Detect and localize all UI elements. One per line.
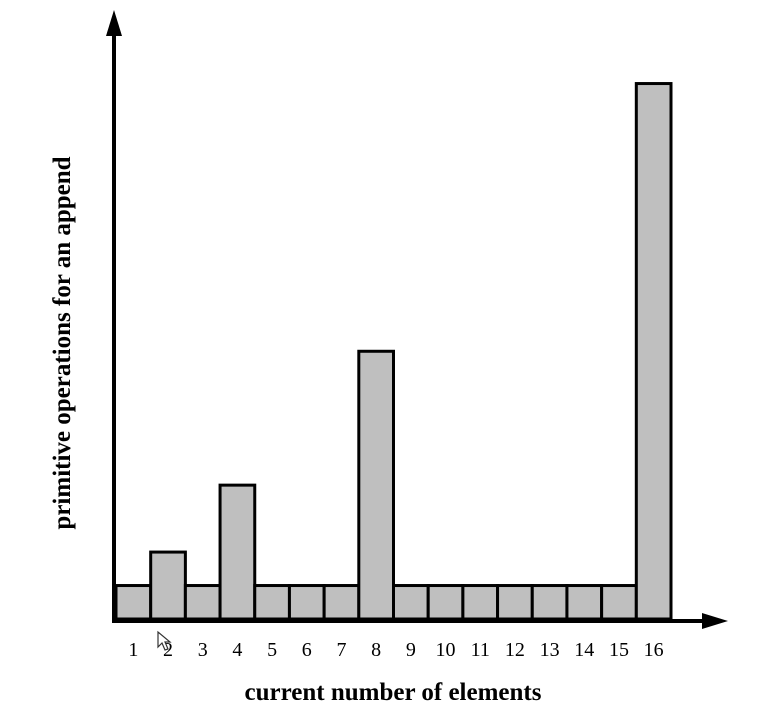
bars-group <box>114 82 673 621</box>
bar-12 <box>496 584 534 621</box>
x-tick-label-9: 9 <box>406 639 416 661</box>
bar-6 <box>287 584 326 621</box>
x-axis-arrow-icon <box>702 613 728 629</box>
bar-14 <box>565 584 604 621</box>
bar-3 <box>183 584 222 621</box>
x-axis-title: current number of elements <box>245 679 542 706</box>
x-tick-label-6: 6 <box>302 639 312 661</box>
bar-1 <box>114 584 153 621</box>
x-tick-label-2: 2 <box>163 639 173 661</box>
bar-11 <box>461 584 500 621</box>
bar-13 <box>530 584 569 621</box>
x-tick-label-11: 11 <box>471 639 490 661</box>
x-tick-label-10: 10 <box>436 639 456 661</box>
x-tick-label-1: 1 <box>128 639 138 661</box>
x-tick-label-3: 3 <box>198 639 208 661</box>
x-tick-label-4: 4 <box>232 639 242 661</box>
bar-7 <box>322 584 361 621</box>
x-tick-labels: 1 2 3 4 5 6 7 8 9 10 11 12 13 14 15 16 <box>128 639 663 661</box>
bar-16 <box>634 82 673 621</box>
bar-10 <box>426 584 465 621</box>
x-tick-label-14: 14 <box>574 639 594 661</box>
y-axis-title: primitive operations for an append <box>49 156 76 529</box>
axes-group <box>106 10 728 629</box>
x-tick-label-13: 13 <box>540 639 560 661</box>
x-tick-label-12: 12 <box>505 639 525 661</box>
bar-5 <box>253 584 291 621</box>
mouse-pointer-icon <box>157 630 172 651</box>
bar-4 <box>218 483 257 621</box>
bar-8 <box>357 349 395 621</box>
x-tick-label-15: 15 <box>609 639 629 661</box>
x-tick-label-16: 16 <box>644 639 664 661</box>
bar-9 <box>392 584 430 621</box>
y-axis-arrow-icon <box>106 10 122 36</box>
x-tick-label-5: 5 <box>267 639 277 661</box>
bar-15 <box>600 584 638 621</box>
x-tick-label-7: 7 <box>336 639 346 661</box>
bar-2 <box>149 550 187 621</box>
x-tick-label-8: 8 <box>371 639 381 661</box>
